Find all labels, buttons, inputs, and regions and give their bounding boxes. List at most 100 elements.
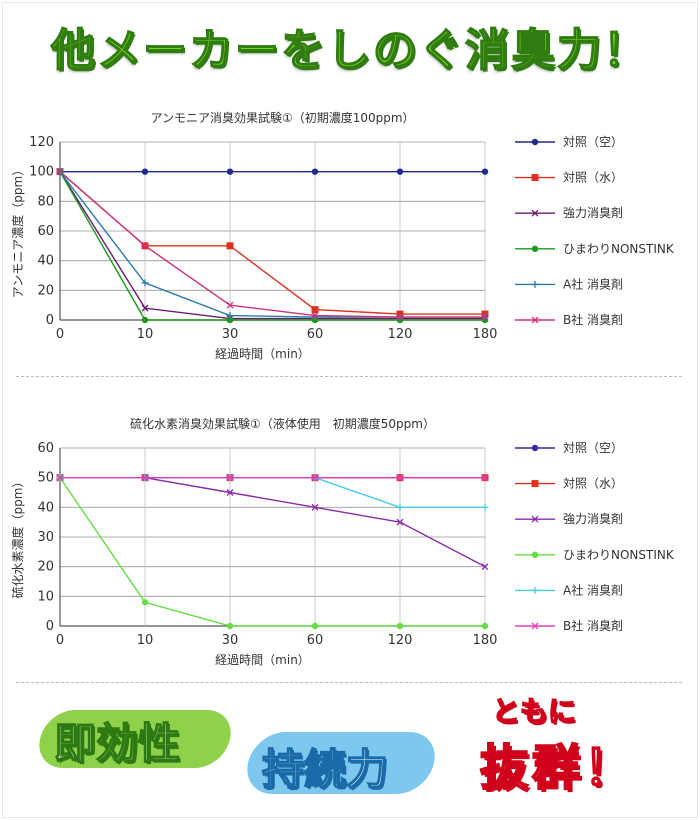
legend-item: 対照（水） — [515, 477, 623, 491]
data-point-b — [396, 474, 404, 482]
data-point — [226, 622, 234, 630]
data-point-b — [481, 563, 489, 571]
data-point — [311, 503, 319, 511]
legend-item: B社 消臭剤 — [515, 312, 623, 327]
data-point — [396, 518, 404, 526]
legend-label: 対照（空） — [563, 441, 623, 455]
data-point — [481, 474, 489, 482]
data-point-b — [226, 474, 234, 482]
legend-item: A社 消臭剤 — [515, 276, 623, 291]
chart-title: アンモニア消臭効果試験①（初期濃度100ppm） — [150, 110, 414, 125]
y-tick-label: 40 — [37, 254, 54, 269]
series-4 — [56, 474, 489, 630]
data-point — [141, 304, 149, 312]
data-point — [396, 622, 404, 630]
outstanding-text: 抜群！ — [479, 739, 637, 797]
chart-title: 硫化水素消臭効果試験①（液体使用 初期濃度50ppm） — [130, 416, 435, 431]
series-line — [59, 477, 485, 627]
legend-item: B社 消臭剤 — [515, 618, 623, 633]
series-1 — [56, 168, 489, 175]
legend-item: ひまわりNONSTINK — [515, 242, 675, 256]
series-line — [60, 476, 485, 509]
legend-item: 対照（空） — [515, 441, 623, 455]
y-axis-label: アンモニア濃度（ppm） — [10, 164, 25, 298]
x-tick-label: 30 — [222, 327, 239, 342]
series-line — [59, 171, 485, 321]
legend-item: 対照（空） — [515, 135, 623, 149]
data-point — [481, 168, 489, 175]
hydrogen-sulfide-chart: 硫化水素消臭効果試験①（液体使用 初期濃度50ppm） 0 10 20 30 40 50 60… — [0, 406, 700, 676]
y-tick-label: 120 — [29, 135, 54, 150]
data-point-b — [311, 503, 319, 511]
x-tick-label: 10 — [137, 633, 154, 648]
series-line — [60, 476, 486, 568]
quick-acting-badge: 即効性 — [33, 704, 240, 776]
data-point-b — [396, 313, 404, 321]
legend-marker — [531, 280, 539, 288]
y-tick-label: 60 — [37, 224, 54, 239]
series-5 — [56, 168, 489, 321]
data-point-b — [141, 474, 149, 482]
quick-acting-text: 即効性 — [53, 718, 181, 769]
series-4 — [56, 168, 489, 324]
legend-marker — [531, 316, 539, 324]
x-tick-label: 180 — [473, 327, 498, 342]
data-point-b — [226, 301, 234, 309]
data-point-b — [226, 489, 234, 496]
data-point — [396, 168, 404, 175]
legend-marker — [531, 515, 539, 523]
data-point-b — [481, 474, 489, 482]
legend-label: 対照（水） — [563, 477, 623, 491]
x-axis-label: 経過時間（min） — [215, 653, 310, 667]
legend-marker-b — [531, 622, 539, 630]
data-point — [56, 168, 64, 176]
outstanding-badge: ともに 抜群！ — [470, 690, 680, 800]
series-6 — [56, 474, 489, 482]
y-tick-label: 0 — [46, 619, 54, 634]
series-6 — [56, 168, 489, 321]
data-point — [481, 313, 489, 321]
series-line — [59, 171, 485, 318]
data-point — [226, 312, 234, 320]
legend-marker — [531, 551, 539, 558]
data-point — [311, 168, 319, 175]
data-point-b — [141, 304, 149, 312]
legend-marker-b — [531, 316, 539, 324]
legend-marker-b — [531, 209, 539, 217]
legend-label: 強力消臭剤 — [563, 205, 623, 220]
legend-item: ひまわりNONSTINK — [515, 548, 675, 562]
legend-marker-b — [531, 515, 539, 523]
x-tick-label: 0 — [56, 633, 64, 648]
ammonia-chart-svg: アンモニア消臭効果試験①（初期濃度100ppm） 0 20 40 60 80 100 120 0… — [10, 110, 675, 361]
x-tick-label: 120 — [388, 327, 413, 342]
legend-label: 対照（空） — [563, 135, 623, 149]
legend-item: 対照（水） — [515, 171, 623, 185]
data-point — [141, 316, 149, 324]
legend-marker — [531, 622, 539, 630]
legend-marker — [531, 209, 539, 217]
legend-label: ひまわりNONSTINK — [563, 242, 675, 256]
y-tick-label: 20 — [37, 283, 54, 298]
data-point — [396, 313, 404, 321]
data-point — [481, 622, 489, 630]
data-point — [481, 563, 489, 571]
y-tick-label: 30 — [37, 530, 54, 545]
series-line — [59, 171, 485, 320]
lasting-badge: 持続力 — [241, 728, 441, 804]
data-point-b — [311, 474, 319, 482]
divider-1 — [16, 376, 682, 377]
legend-label: B社 消臭剤 — [563, 618, 623, 633]
data-point — [141, 168, 149, 175]
legend-marker — [531, 138, 539, 146]
data-point — [226, 301, 234, 309]
data-point — [141, 474, 149, 482]
legend-marker — [531, 586, 539, 594]
legend-label: B社 消臭剤 — [563, 312, 623, 327]
legend-label: ひまわりNONSTINK — [563, 548, 675, 562]
y-tick-label: 80 — [37, 194, 54, 209]
data-point — [226, 168, 234, 175]
legend-label: 強力消臭剤 — [563, 511, 623, 526]
y-axis-label: 硫化水素濃度（ppm） — [10, 476, 25, 599]
data-point — [141, 242, 149, 250]
